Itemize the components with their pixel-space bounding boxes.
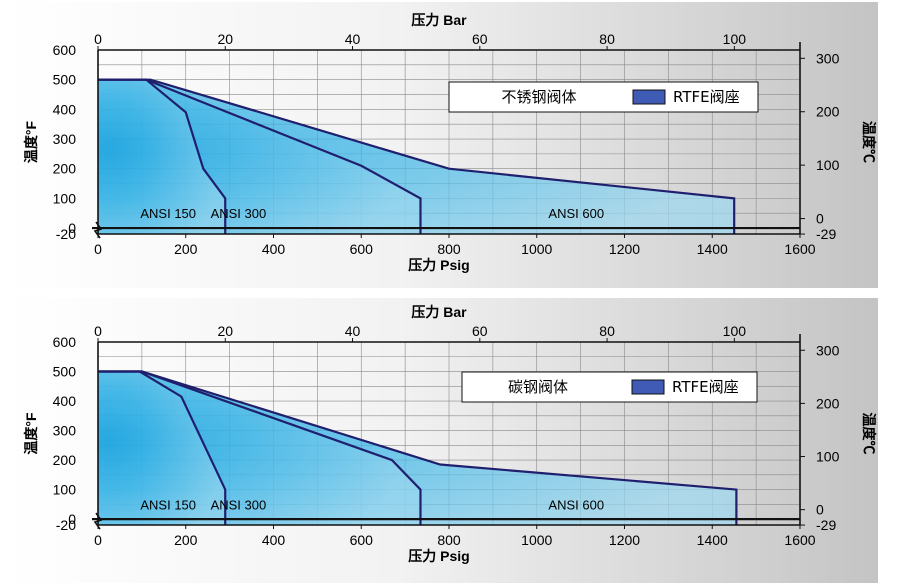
- fahrenheit-tick-label: 0: [68, 511, 76, 527]
- region-area-ansi-150: [98, 79, 226, 234]
- fahrenheit-tick-label: 300: [53, 423, 77, 439]
- rating-regions: [98, 370, 738, 525]
- fahrenheit-tick-label: 100: [53, 190, 77, 206]
- legend: 不锈钢阀体 RTFE阀座: [448, 81, 759, 113]
- region-label: ANSI 150: [140, 206, 196, 221]
- bar-tick-label: 40: [345, 323, 361, 339]
- fahrenheit-tick-label: 400: [53, 101, 77, 117]
- bar-tick-label: 20: [217, 31, 233, 47]
- legend-seat-label: RTFE阀座: [673, 88, 740, 106]
- bar-tick-label: 60: [472, 323, 488, 339]
- fahrenheit-tick-label: 600: [53, 334, 77, 350]
- psig-tick-label: 800: [437, 241, 461, 257]
- psig-tick-label: 200: [174, 532, 198, 548]
- bar-tick-label: 100: [723, 31, 747, 47]
- psig-tick-label: 1400: [697, 241, 728, 257]
- psig-tick-label: 1400: [697, 532, 728, 548]
- bottom-axis-title: 压力 Psig: [408, 548, 469, 564]
- right-axis-title: 温度℃: [861, 121, 877, 163]
- psig-tick-label: 600: [350, 532, 374, 548]
- region-area-ansi-150: [98, 371, 226, 525]
- fahrenheit-tick-label: 100: [53, 482, 77, 498]
- celsius-tick-label: 0: [816, 211, 824, 227]
- bar-tick-label: 40: [345, 31, 361, 47]
- fahrenheit-tick-label: 300: [53, 131, 77, 147]
- top-axis-title: 压力 Bar: [411, 304, 467, 320]
- psig-tick-label: 1200: [609, 532, 640, 548]
- fahrenheit-tick-label: 600: [53, 42, 77, 58]
- psig-tick-label: 400: [262, 241, 286, 257]
- rating-curve-ansi-150: [98, 78, 227, 234]
- rating-regions: [98, 78, 736, 234]
- psig-tick-label: 600: [350, 241, 374, 257]
- legend-box: [448, 81, 759, 113]
- fahrenheit-tick-label: 200: [53, 452, 77, 468]
- bar-tick-label: 0: [94, 323, 102, 339]
- legend: 碳钢阀体 RTFE阀座: [461, 371, 758, 403]
- bar-tick-label: 0: [94, 31, 102, 47]
- bar-tick-label: 20: [217, 323, 233, 339]
- celsius-tick-label: -29: [816, 226, 836, 242]
- region-label: ANSI 600: [548, 497, 604, 512]
- psig-tick-label: 1600: [784, 241, 815, 257]
- right-axis-title: 温度℃: [861, 413, 877, 455]
- fahrenheit-tick-label: 500: [53, 72, 77, 88]
- fahrenheit-tick-label: 400: [53, 393, 77, 409]
- celsius-tick-label: 300: [816, 50, 840, 66]
- psig-tick-label: 1000: [521, 532, 552, 548]
- psig-tick-label: 200: [174, 241, 198, 257]
- legend-box: [461, 371, 758, 403]
- fahrenheit-tick-label: 200: [53, 161, 77, 177]
- rating-curve-ansi-150: [98, 370, 227, 525]
- celsius-tick-label: 200: [816, 104, 840, 120]
- top-axis-title: 压力 Bar: [411, 12, 467, 28]
- legend-swatch: [631, 379, 665, 395]
- celsius-tick-label: 300: [816, 342, 840, 358]
- fahrenheit-tick-label: 0: [68, 220, 76, 236]
- celsius-tick-label: -29: [816, 517, 836, 533]
- region-label: ANSI 150: [140, 497, 196, 512]
- celsius-tick-label: 100: [816, 157, 840, 173]
- psig-tick-label: 400: [262, 532, 286, 548]
- psig-tick-label: 1200: [609, 241, 640, 257]
- bar-tick-label: 80: [599, 31, 615, 47]
- bottom-axis-title: 压力 Psig: [408, 257, 469, 273]
- region-label: ANSI 600: [548, 206, 604, 221]
- bar-tick-label: 80: [599, 323, 615, 339]
- fahrenheit-tick-label: 500: [53, 364, 77, 380]
- left-axis-title: 温度°F: [23, 412, 39, 455]
- region-label: ANSI 300: [211, 497, 267, 512]
- legend-seat-label: RTFE阀座: [672, 378, 739, 396]
- bar-tick-label: 60: [472, 31, 488, 47]
- region-label: ANSI 300: [211, 206, 267, 221]
- psig-tick-label: 1600: [784, 532, 815, 548]
- psig-tick-label: 0: [94, 241, 102, 257]
- left-axis-title: 温度°F: [23, 120, 39, 163]
- legend-body-label: 不锈钢阀体: [501, 88, 576, 106]
- legend-swatch: [632, 89, 666, 105]
- celsius-tick-label: 200: [816, 395, 840, 411]
- legend-body-label: 碳钢阀体: [508, 378, 568, 396]
- psig-tick-label: 1000: [521, 241, 552, 257]
- fahrenheit-tick-label: -20: [56, 517, 76, 533]
- fahrenheit-tick-label: -20: [56, 226, 76, 242]
- psig-tick-label: 800: [437, 532, 461, 548]
- psig-tick-label: 0: [94, 532, 102, 548]
- celsius-tick-label: 0: [816, 502, 824, 518]
- celsius-tick-label: 100: [816, 449, 840, 465]
- bar-tick-label: 100: [723, 323, 747, 339]
